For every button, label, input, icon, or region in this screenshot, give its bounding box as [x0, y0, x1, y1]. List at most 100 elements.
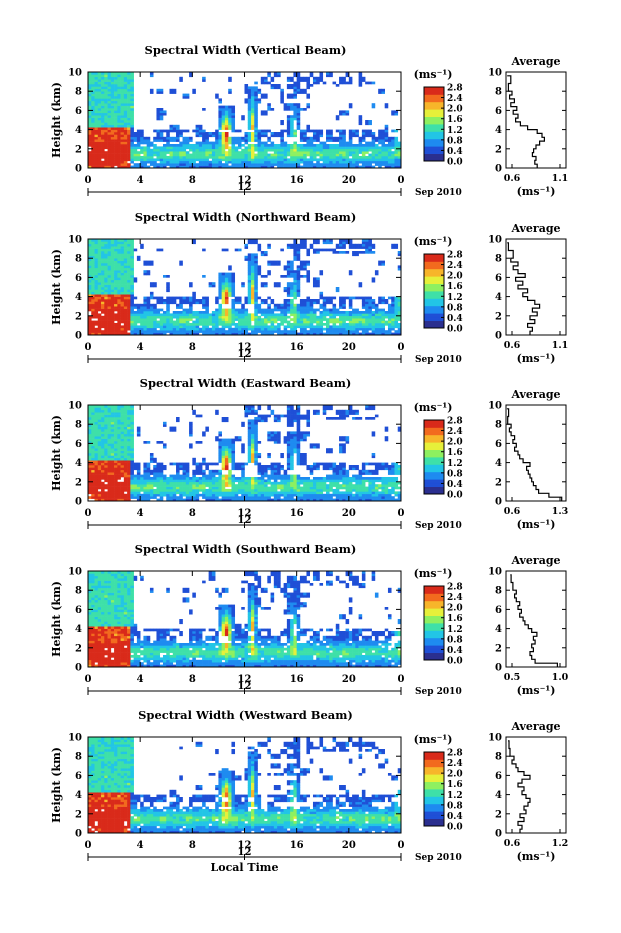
heatmap-cell — [254, 270, 258, 273]
heatmap-cell — [130, 101, 134, 104]
heatmap-cell — [248, 161, 252, 164]
heatmap-cell — [274, 282, 278, 285]
heatmap-cell — [95, 489, 99, 492]
heatmap-cell — [372, 311, 376, 314]
heatmap-cell — [199, 158, 203, 161]
heatmap-cell — [228, 316, 232, 319]
heatmap-cell — [98, 323, 102, 326]
heatmap-cell — [111, 110, 115, 113]
profile-x-tick-label: 1.1 — [552, 173, 569, 184]
heatmap-cell — [238, 299, 242, 302]
heatmap-cell — [254, 304, 258, 307]
heatmap-cell — [287, 94, 291, 97]
heatmap-cell — [261, 321, 265, 324]
heatmap-cell — [385, 132, 389, 135]
heatmap-cell — [202, 130, 206, 133]
heatmap-cell — [192, 301, 196, 304]
heatmap-cell — [143, 313, 147, 316]
heatmap-cell — [267, 158, 271, 161]
heatmap-cell — [212, 154, 216, 157]
heatmap-cell — [375, 311, 379, 314]
heatmap-cell — [88, 453, 92, 456]
heatmap-cell — [306, 275, 310, 278]
heatmap-cell — [316, 82, 320, 85]
heatmap-cell — [297, 323, 301, 326]
heatmap-cell — [381, 311, 385, 314]
heatmap-cell — [355, 323, 359, 326]
heatmap-cell — [225, 139, 229, 142]
heatmap-cell — [153, 472, 157, 475]
heatmap-cell — [196, 325, 200, 328]
heatmap-cell — [117, 304, 121, 307]
heatmap-cell — [143, 163, 147, 166]
heatmap-cell — [98, 453, 102, 456]
heatmap-cell — [104, 475, 108, 478]
heatmap-cell — [287, 163, 291, 166]
heatmap-cell — [228, 118, 232, 121]
heatmap-cell — [248, 149, 252, 152]
heatmap-cell — [362, 161, 366, 164]
heatmap-cell — [114, 91, 118, 94]
heatmap-cell — [189, 156, 193, 159]
heatmap-cell — [346, 311, 350, 314]
heatmap-cell — [114, 484, 118, 487]
heatmap-cell — [111, 455, 115, 458]
heatmap-cell — [248, 292, 252, 295]
heatmap-cell — [137, 132, 141, 135]
heatmap-cell — [124, 125, 128, 128]
heatmap-cell — [342, 77, 346, 80]
heatmap-cell — [153, 479, 157, 482]
heatmap-cell — [251, 294, 255, 297]
heatmap-cell — [323, 297, 327, 300]
heatmap-cell — [381, 91, 385, 94]
heatmap-cell — [218, 277, 222, 280]
heatmap-cell — [130, 118, 134, 121]
heatmap-cell — [111, 318, 115, 321]
heatmap-cell — [124, 263, 128, 266]
heatmap-cell — [127, 313, 131, 316]
heatmap-cell — [153, 139, 157, 142]
heatmap-cell — [117, 472, 121, 475]
heatmap-cell — [218, 273, 222, 276]
heatmap-cell — [176, 156, 180, 159]
heatmap-cell — [183, 313, 187, 316]
heatmap-cell — [95, 484, 99, 487]
heatmap-cell — [287, 84, 291, 87]
heatmap-cell — [372, 277, 376, 280]
heatmap-cell — [228, 161, 232, 164]
heatmap-cell — [130, 149, 134, 152]
heatmap-cell — [108, 417, 112, 420]
heatmap-cell — [114, 467, 118, 470]
heatmap-cell — [111, 465, 115, 468]
heatmap-cell — [95, 431, 99, 434]
heatmap-cell — [362, 156, 366, 159]
heatmap-cell — [192, 311, 196, 314]
heatmap-cell — [104, 289, 108, 292]
heatmap-cell — [143, 161, 147, 164]
heatmap-cell — [313, 321, 317, 324]
heatmap-cell — [365, 82, 369, 85]
heatmap-cell — [316, 130, 320, 133]
heatmap-cell — [365, 301, 369, 304]
heatmap-cell — [117, 429, 121, 432]
heatmap-cell — [130, 436, 134, 439]
heatmap-cell — [121, 79, 125, 82]
heatmap-cell — [209, 134, 213, 137]
heatmap-cell — [140, 134, 144, 137]
heatmap-cell — [391, 246, 395, 249]
heatmap-cell — [277, 84, 281, 87]
heatmap-cell — [385, 330, 389, 333]
heatmap-cell — [359, 120, 363, 123]
heatmap-cell — [388, 297, 392, 300]
heatmap-cell — [98, 299, 102, 302]
heatmap-cell — [306, 318, 310, 321]
heatmap-cell — [117, 82, 121, 85]
heatmap-cell — [104, 313, 108, 316]
heatmap-cell — [140, 158, 144, 161]
heatmap-cell — [117, 139, 121, 142]
heatmap-cell — [248, 139, 252, 142]
heatmap-cell — [300, 161, 304, 164]
heatmap-cell — [385, 144, 389, 147]
heatmap-cell — [333, 146, 337, 149]
heatmap-cell — [238, 301, 242, 304]
